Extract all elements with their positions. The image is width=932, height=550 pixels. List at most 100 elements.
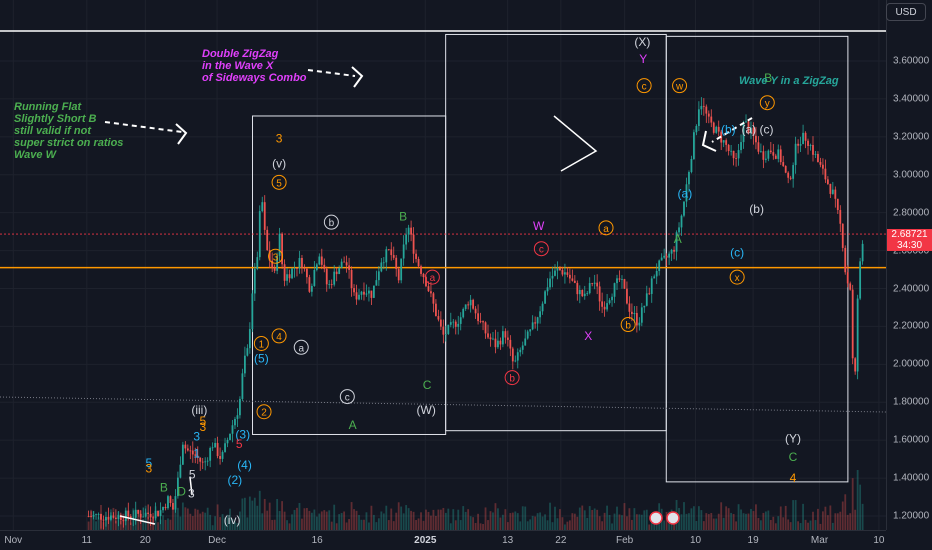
volume-bar (454, 520, 457, 530)
wave-label: b (323, 214, 339, 230)
candle-body (663, 255, 666, 258)
wave-label-circle (253, 335, 269, 351)
volume-bar (261, 513, 264, 530)
candle-body (216, 442, 219, 457)
volume-bar (583, 510, 586, 530)
candle-body (221, 451, 224, 459)
candle-body (172, 502, 174, 510)
time-axis[interactable]: Nov 11 20 Dec 16 2025 13 22 Feb 10 19 Mar 10 (0, 530, 886, 550)
candle-body (405, 234, 408, 245)
volume-bar (479, 523, 482, 530)
candle-body (402, 244, 405, 259)
volume-bar (194, 508, 197, 530)
volume-bar (633, 508, 636, 530)
wave-label-circle (672, 78, 688, 94)
candle-body (234, 418, 236, 426)
candle-body (110, 515, 112, 520)
x-tick-label: 10 (873, 535, 885, 546)
candle-body (588, 283, 591, 294)
volume-bar (613, 513, 616, 530)
volume-bar (315, 516, 318, 530)
candle-body (521, 345, 524, 350)
price-chart[interactable]: (X) Yc w By (b) (a) (c) (a) (b) A (c) x (Y) C 4 3 (v) 5 b… (0, 0, 886, 530)
candle-body (229, 433, 231, 440)
candle-body (834, 189, 837, 199)
candle-body (243, 355, 246, 374)
candle-body (807, 140, 809, 146)
candle-body (506, 337, 509, 340)
candle-body (318, 256, 321, 265)
y-tick-label: 1.80000 (893, 396, 930, 408)
candle-body (154, 510, 157, 519)
volume-bar (234, 521, 236, 530)
candle-body (261, 202, 264, 212)
candle-body (792, 165, 795, 179)
volume-bar (216, 504, 219, 530)
candle-body (310, 285, 313, 292)
wave-label-circle (268, 248, 284, 264)
volume-bar (263, 498, 266, 530)
wave-label: c (533, 241, 549, 257)
wave-label: c (636, 78, 652, 94)
candle-body (851, 289, 854, 359)
volume-bar (817, 508, 819, 530)
y-tick-label: 1.60000 (893, 434, 930, 446)
volume-bar (499, 517, 502, 530)
volume-bar (747, 513, 750, 530)
wave-label: (b) (749, 202, 764, 216)
candle-body (147, 512, 150, 514)
volume-bar (693, 506, 695, 530)
volume-bar (851, 478, 854, 530)
candle-body (645, 293, 648, 306)
candle-body (581, 289, 584, 297)
volume-bar (251, 500, 254, 530)
candle-body (340, 261, 343, 269)
wave-label-circle (271, 328, 287, 344)
wave-label-text: (iii) (191, 403, 207, 417)
candle-body (226, 439, 229, 444)
volume-bar (447, 508, 450, 530)
currency-button[interactable]: USD (886, 3, 926, 21)
candle-body (345, 262, 348, 266)
volume-bar (325, 511, 328, 530)
candle-body (139, 513, 142, 518)
volume-bar (561, 517, 564, 530)
candle-body (253, 268, 256, 294)
price-axis[interactable]: 3.600003.400003.200003.000002.800002.600… (886, 0, 932, 530)
volume-bar (859, 484, 862, 530)
candle-body (501, 331, 504, 345)
candle-body (499, 340, 502, 345)
volume-bar (549, 502, 551, 530)
volume-bar (422, 520, 425, 530)
candle-body (812, 145, 814, 155)
candle-body (759, 151, 762, 153)
candle-body (573, 280, 576, 283)
volume-bar (665, 511, 668, 530)
volume-bar (442, 507, 445, 530)
volume-bar (469, 516, 472, 530)
volume-bar (296, 507, 298, 530)
wave-label-text: 1 (193, 446, 200, 460)
volume-bar (382, 513, 385, 530)
volume-bar (854, 509, 857, 530)
candle-body (157, 510, 159, 517)
candle-body (769, 150, 772, 153)
wave-label-circle (323, 214, 339, 230)
volume-bar (338, 514, 341, 530)
candle-body (348, 265, 350, 270)
candle-body (561, 270, 564, 275)
volume-bar (524, 506, 527, 530)
candle-body (142, 516, 145, 518)
wave-label: C (789, 450, 798, 464)
candle-body (514, 360, 517, 362)
candle-body (680, 215, 683, 228)
volume-bar (531, 515, 534, 530)
volume-bar (735, 521, 737, 530)
wave-label-text: y (765, 99, 770, 110)
candle-body (787, 172, 790, 178)
volume-bar (621, 515, 623, 530)
wave-label: c (339, 389, 355, 405)
arrow-line (307, 69, 356, 77)
candle-body (127, 510, 130, 517)
